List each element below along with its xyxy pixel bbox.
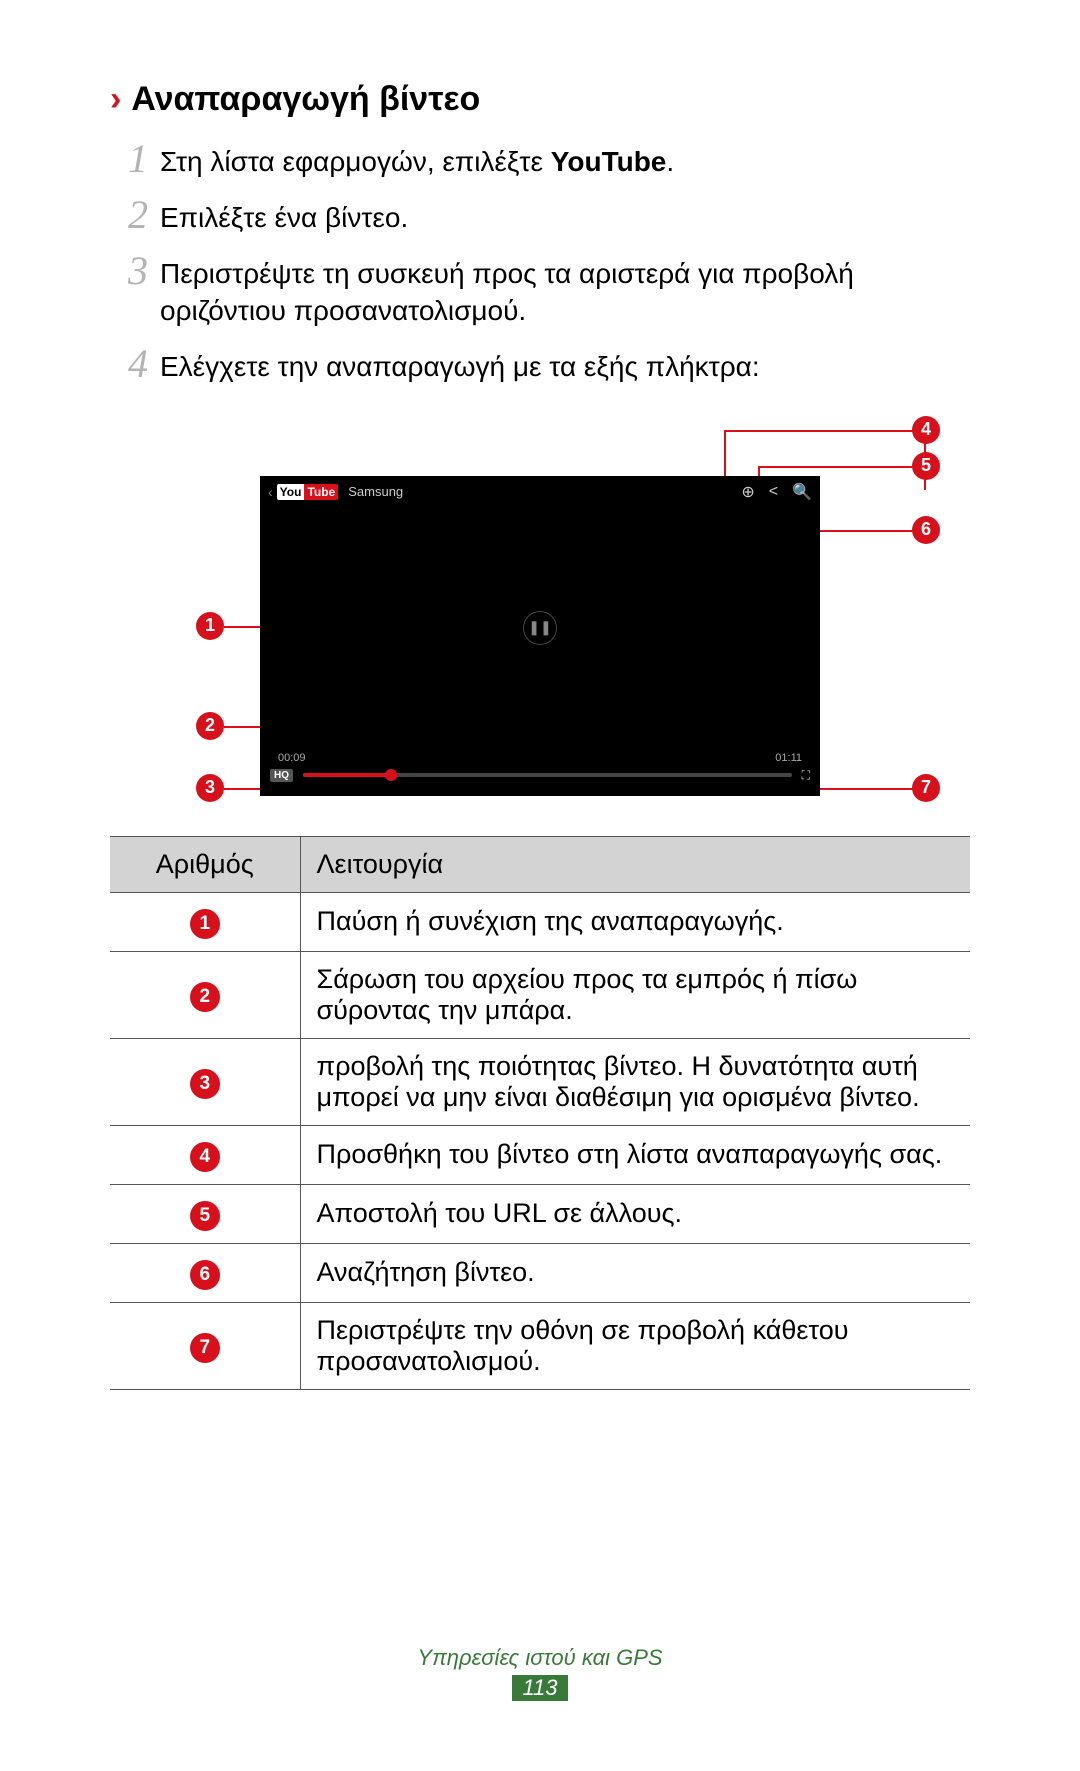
footer-section: Υπηρεσίες ιστού και GPS: [0, 1645, 1080, 1671]
row-badge: 2: [190, 982, 220, 1012]
callout-3: 3: [196, 774, 224, 802]
table-row: 6 Αναζήτηση βίντεο.: [110, 1243, 970, 1302]
step-number: 2: [116, 195, 160, 235]
row-badge: 6: [190, 1260, 220, 1290]
step-1: 1 Στη λίστα εφαρμογών, επιλέξτε YouTube.: [116, 139, 970, 181]
table-row: 1 Παύση ή συνέχιση της αναπαραγωγής.: [110, 892, 970, 951]
pause-icon[interactable]: ❚❚: [523, 611, 557, 645]
seek-knob[interactable]: [385, 769, 397, 781]
row-badge: 1: [190, 909, 220, 939]
row-badge: 4: [190, 1142, 220, 1172]
player-controls: 00:09 01:11 HQ ⛶: [260, 748, 820, 787]
table-row: 2 Σάρωση του αρχείου προς τα εμπρός ή πί…: [110, 951, 970, 1038]
row-desc: Περιστρέψτε την οθόνη σε προβολή κάθετου…: [300, 1302, 970, 1389]
page-number: 113: [512, 1675, 567, 1701]
callout-5: 5: [912, 452, 940, 480]
table-row: 4 Προσθήκη του βίντεο στη λίστα αναπαραγ…: [110, 1125, 970, 1184]
back-icon[interactable]: ‹: [268, 484, 273, 500]
youtube-logo: YouTube: [277, 484, 339, 500]
table-header-row: Αριθμός Λειτουργία: [110, 836, 970, 892]
table-row: 5 Αποστολή του URL σε άλλους.: [110, 1184, 970, 1243]
section-heading: › Αναπαραγωγή βίντεο: [110, 80, 970, 119]
row-desc: Αποστολή του URL σε άλλους.: [300, 1184, 970, 1243]
heading-text: Αναπαραγωγή βίντεο: [131, 80, 480, 119]
annotated-screenshot: 4 5 6 7 1 2 3 ‹ YouTube Samsung ⊕ < 🔍 ❚❚: [140, 416, 940, 816]
row-desc: προβολή της ποιότητας βίντεο. Η δυνατότη…: [300, 1038, 970, 1125]
callout-6: 6: [912, 516, 940, 544]
functions-table: Αριθμός Λειτουργία 1 Παύση ή συνέχιση τη…: [110, 836, 970, 1390]
step-number: 4: [116, 344, 160, 384]
row-desc: Παύση ή συνέχιση της αναπαραγωγής.: [300, 892, 970, 951]
row-badge: 3: [190, 1069, 220, 1099]
row-desc: Αναζήτηση βίντεο.: [300, 1243, 970, 1302]
video-channel: Samsung: [348, 484, 403, 499]
callout-7: 7: [912, 774, 940, 802]
chevron-icon: ›: [110, 80, 121, 119]
step-text: Περιστρέψτε τη συσκευή προς τα αριστερά …: [160, 251, 970, 331]
header-number: Αριθμός: [110, 836, 300, 892]
row-desc: Σάρωση του αρχείου προς τα εμπρός ή πίσω…: [300, 951, 970, 1038]
table-row: 3 προβολή της ποιότητας βίντεο. Η δυνατό…: [110, 1038, 970, 1125]
player-topbar: ‹ YouTube Samsung ⊕ < 🔍: [260, 476, 820, 508]
share-icon[interactable]: <: [769, 483, 778, 501]
video-area[interactable]: ❚❚: [260, 508, 820, 748]
row-desc: Προσθήκη του βίντεο στη λίστα αναπαραγωγ…: [300, 1125, 970, 1184]
fullscreen-icon[interactable]: ⛶: [802, 768, 810, 783]
row-badge: 7: [190, 1333, 220, 1363]
time-current: 00:09: [278, 752, 306, 764]
page-footer: Υπηρεσίες ιστού και GPS 113: [0, 1645, 1080, 1701]
row-badge: 5: [190, 1201, 220, 1231]
header-function: Λειτουργία: [300, 836, 970, 892]
step-text: Επιλέξτε ένα βίντεο.: [160, 195, 408, 237]
hq-badge[interactable]: HQ: [270, 769, 293, 782]
callout-2: 2: [196, 712, 224, 740]
youtube-player-mock: ‹ YouTube Samsung ⊕ < 🔍 ❚❚ 00:09 01:11 H…: [260, 476, 820, 796]
time-total: 01:11: [775, 752, 802, 764]
step-2: 2 Επιλέξτε ένα βίντεο.: [116, 195, 970, 237]
search-icon[interactable]: 🔍: [792, 482, 812, 502]
step-4: 4 Ελέγχετε την αναπαραγωγή με τα εξής πλ…: [116, 344, 970, 386]
steps-list: 1 Στη λίστα εφαρμογών, επιλέξτε YouTube.…: [116, 139, 970, 386]
add-to-playlist-icon[interactable]: ⊕: [741, 482, 754, 502]
table-row: 7 Περιστρέψτε την οθόνη σε προβολή κάθετ…: [110, 1302, 970, 1389]
step-text: Ελέγχετε την αναπαραγωγή με τα εξής πλήκ…: [160, 344, 760, 386]
seek-bar[interactable]: [303, 773, 792, 777]
step-number: 3: [116, 251, 160, 291]
step-3: 3 Περιστρέψτε τη συσκευή προς τα αριστερ…: [116, 251, 970, 331]
callout-4: 4: [912, 416, 940, 444]
step-text: Στη λίστα εφαρμογών, επιλέξτε YouTube.: [160, 139, 674, 181]
step-number: 1: [116, 139, 160, 179]
callout-1: 1: [196, 612, 224, 640]
